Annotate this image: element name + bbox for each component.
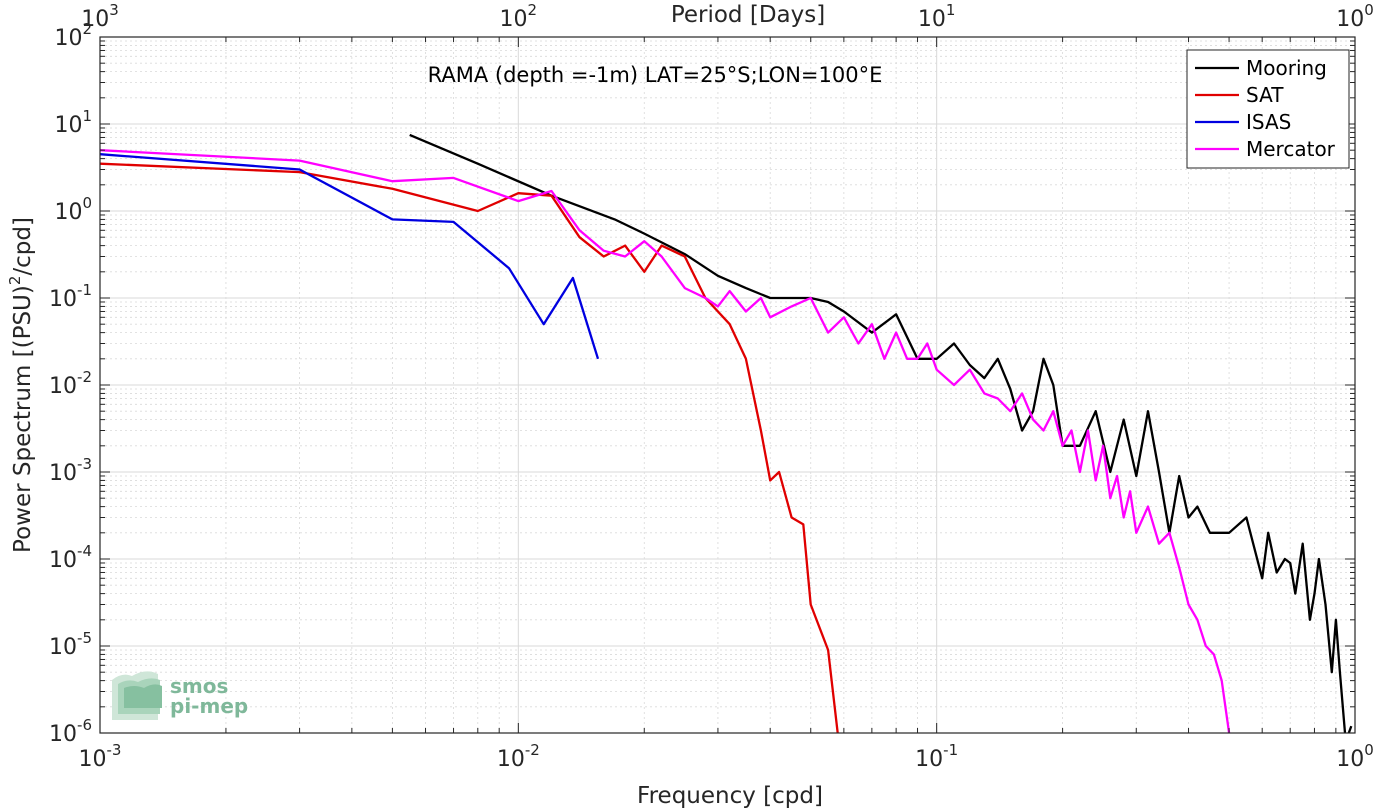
top-tick-label: 103	[81, 1, 119, 32]
y-tick-label-exponent: -3	[77, 455, 92, 473]
logo-text-pimep: pi-mep	[170, 694, 248, 718]
top-tick-label-exponent: 3	[109, 1, 119, 19]
top-tick-label: 101	[918, 1, 956, 32]
y-tick-label-base: 10	[49, 287, 77, 312]
y-tick-label: 10-3	[49, 455, 92, 486]
series-line-mercator	[100, 149, 1231, 733]
smos-logo: smos pi-mep	[112, 671, 248, 720]
y-axis-label: Power Spectrum [(PSU)2/cpd]	[6, 217, 36, 553]
y-tick-label: 10-4	[49, 542, 92, 573]
x-tick-label: 10-3	[79, 741, 122, 772]
y-tick-label-base: 10	[49, 548, 77, 573]
y-axis-label-exp: 2	[6, 276, 24, 286]
y-tick-label-base: 10	[49, 635, 77, 660]
top-tick-label-exponent: 0	[1364, 1, 1374, 19]
plot-area	[100, 133, 1353, 733]
top-tick-label-base: 10	[500, 7, 528, 32]
y-tick-label: 102	[54, 20, 92, 51]
y-tick-label: 10-6	[49, 716, 92, 747]
y-tick-label: 10-5	[49, 629, 92, 660]
y-axis-label-main: Power Spectrum [(PSU)	[10, 285, 36, 553]
y-tick-label: 100	[54, 194, 92, 225]
y-tick-label-base: 10	[54, 113, 82, 138]
legend-label-sat: SAT	[1246, 83, 1284, 107]
y-tick-label-exponent: -2	[77, 368, 92, 386]
legend-label-mooring: Mooring	[1246, 56, 1327, 80]
legend-label-isas: ISAS	[1246, 110, 1291, 134]
legend-label-mercator: Mercator	[1246, 137, 1336, 161]
x-tick-label-exponent: -2	[525, 741, 540, 759]
logo-wave-front	[124, 684, 162, 708]
top-tick-label: 102	[500, 1, 538, 32]
series-line-mooring	[409, 133, 1353, 733]
logo-text-smos: smos	[170, 674, 228, 698]
x-tick-label-base: 10	[915, 747, 943, 772]
y-tick-label-exponent: -1	[77, 281, 92, 299]
x-tick-label-base: 10	[497, 747, 525, 772]
top-tick-label-base: 10	[1336, 7, 1364, 32]
x-tick-label-exponent: -1	[943, 741, 958, 759]
y-tick-label: 101	[54, 107, 92, 138]
y-tick-label-exponent: -4	[77, 542, 92, 560]
top-axis-label: Period [Days]	[671, 2, 825, 28]
x-tick-label: 100	[1336, 741, 1374, 772]
x-tick-label-exponent: 0	[1364, 741, 1374, 759]
y-tick-label-base: 10	[49, 722, 77, 747]
x-tick-label-base: 10	[1336, 747, 1364, 772]
top-tick-label-base: 10	[918, 7, 946, 32]
y-tick-label-exponent: -5	[77, 629, 92, 647]
x-tick-label-base: 10	[79, 747, 107, 772]
top-tick-label-exponent: 1	[946, 1, 956, 19]
top-tick-label: 100	[1336, 1, 1374, 32]
y-tick-label-exponent: 0	[82, 194, 92, 212]
y-tick-label-exponent: 2	[82, 20, 92, 38]
y-tick-label: 10-1	[49, 281, 92, 312]
series-line-sat	[100, 162, 839, 733]
x-tick-label-exponent: -3	[107, 741, 122, 759]
x-axis-label: Frequency [cpd]	[637, 783, 823, 809]
series-lines	[100, 133, 1353, 733]
x-tick-label: 10-1	[915, 741, 958, 772]
chart-annotation: RAMA (depth =-1m) LAT=25°S;LON=100°E	[428, 63, 883, 87]
series-line-isas	[100, 153, 600, 360]
y-tick-label-exponent: -6	[77, 716, 92, 734]
x-tick-label: 10-2	[497, 741, 540, 772]
y-tick-label-base: 10	[49, 461, 77, 486]
y-tick-label-exponent: 1	[82, 107, 92, 125]
top-tick-label-base: 10	[81, 7, 109, 32]
tick-marks	[99, 36, 1356, 734]
y-tick-label: 10-2	[49, 368, 92, 399]
y-axis-label-tail: /cpd]	[10, 217, 36, 276]
grid	[99, 37, 1355, 734]
y-tick-label-base: 10	[49, 374, 77, 399]
legend: Mooring SAT ISAS Mercator	[1186, 49, 1350, 169]
top-tick-label-exponent: 2	[528, 1, 538, 19]
y-tick-label-base: 10	[54, 200, 82, 225]
y-tick-label-base: 10	[54, 26, 82, 51]
